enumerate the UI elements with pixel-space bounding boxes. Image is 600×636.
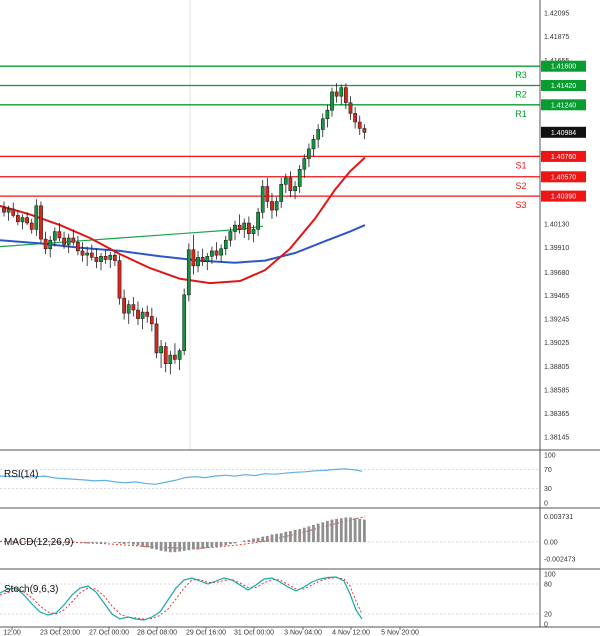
svg-text:1.39910: 1.39910 — [544, 245, 569, 252]
svg-text:31 Oct 00:00: 31 Oct 00:00 — [234, 630, 274, 636]
svg-text:1.40130: 1.40130 — [544, 222, 569, 229]
resistance-price-badge — [541, 60, 586, 72]
level-badges: 1.41600 1.41420 1.41240 1.40760 1.40570 1.403… — [541, 60, 586, 202]
svg-text:S2: S2 — [515, 181, 526, 191]
svg-text:100: 100 — [544, 453, 556, 460]
svg-text:4 Nov 12:00: 4 Nov 12:00 — [332, 630, 370, 636]
support-price-badge — [541, 190, 586, 202]
ma-blue-line — [0, 224, 366, 264]
svg-text:1.40570: 1.40570 — [551, 174, 576, 181]
svg-text:R1: R1 — [515, 109, 527, 119]
svg-text:1.41875: 1.41875 — [544, 34, 569, 41]
svg-text:23 Oct 20:00: 23 Oct 20:00 — [40, 630, 80, 636]
svg-text:1.39680: 1.39680 — [544, 270, 569, 277]
svg-text:1.39025: 1.39025 — [544, 340, 569, 347]
svg-text:80: 80 — [544, 582, 552, 589]
last-price-badge-box — [541, 126, 586, 138]
last-price-badge: 1.40984 — [541, 126, 586, 138]
svg-text:30: 30 — [544, 486, 552, 493]
svg-text:1.39465: 1.39465 — [544, 293, 569, 300]
svg-text:1.38805: 1.38805 — [544, 364, 569, 371]
svg-text:R3: R3 — [515, 70, 527, 80]
svg-text:0: 0 — [544, 622, 548, 629]
svg-text:S1: S1 — [515, 160, 526, 170]
svg-text:3 Nov 04:00: 3 Nov 04:00 — [284, 630, 322, 636]
stoch-k-line — [0, 576, 363, 621]
stoch-panel: 100 80 20 0 — [0, 572, 556, 629]
ma-red-line — [0, 156, 366, 285]
svg-text:R2: R2 — [515, 89, 527, 99]
candles-group — [2, 83, 367, 375]
svg-text:1.38145: 1.38145 — [544, 435, 569, 442]
svg-text:100: 100 — [544, 572, 556, 579]
svg-text:S3: S3 — [515, 200, 526, 210]
resistance-lines: R3 R2 R1 — [0, 65, 540, 119]
svg-text:0.003731: 0.003731 — [544, 514, 573, 521]
resistance-price-badge — [541, 99, 586, 111]
resistance-price-badge — [541, 80, 586, 91]
support-lines: S1 S2 S3 — [0, 155, 540, 210]
macd-panel: 0.003731 0.00 -0.002473 — [0, 514, 576, 563]
stoch-d-line — [0, 576, 363, 620]
rsi-panel: 100 70 30 0 — [0, 453, 556, 508]
svg-text:1.38365: 1.38365 — [544, 411, 569, 418]
rsi-panel-label: RSI(14) — [4, 469, 39, 480]
svg-text:-0.002473: -0.002473 — [544, 556, 576, 563]
svg-text:70: 70 — [544, 467, 552, 474]
svg-text:1.40984: 1.40984 — [551, 130, 576, 137]
rsi-line — [0, 468, 363, 485]
svg-text:1.40390: 1.40390 — [551, 194, 576, 201]
svg-text:1.41600: 1.41600 — [551, 64, 576, 71]
svg-text:5 Nov 20:00: 5 Nov 20:00 — [381, 630, 419, 636]
price-axis-labels: 1.420951.418751.416551.401301.399101.396… — [544, 11, 569, 442]
svg-text:1.41240: 1.41240 — [551, 102, 576, 109]
svg-text:12:00: 12:00 — [3, 630, 21, 636]
svg-text:29 Oct 16:00: 29 Oct 16:00 — [186, 630, 226, 636]
time-axis-labels: 12:00 23 Oct 20:00 27 Oct 00:00 28 Oct 08:0… — [3, 627, 419, 636]
svg-text:1.42095: 1.42095 — [544, 11, 569, 18]
macd-panel-label: MACD(12,26,9) — [4, 537, 74, 548]
svg-text:27 Oct 00:00: 27 Oct 00:00 — [89, 630, 129, 636]
svg-text:0.00: 0.00 — [544, 540, 558, 547]
svg-text:1.39245: 1.39245 — [544, 317, 569, 324]
support-price-badge — [541, 150, 586, 162]
stoch-panel-label: Stoch(9,6,3) — [4, 584, 59, 595]
svg-text:0: 0 — [544, 501, 548, 508]
svg-text:1.40760: 1.40760 — [551, 154, 576, 161]
macd-histogram — [25, 517, 366, 553]
svg-text:1.38585: 1.38585 — [544, 387, 569, 394]
svg-text:1.41420: 1.41420 — [551, 83, 576, 90]
svg-text:20: 20 — [544, 612, 552, 619]
support-price-badge — [541, 171, 586, 183]
svg-text:28 Oct 08:00: 28 Oct 08:00 — [137, 630, 177, 636]
